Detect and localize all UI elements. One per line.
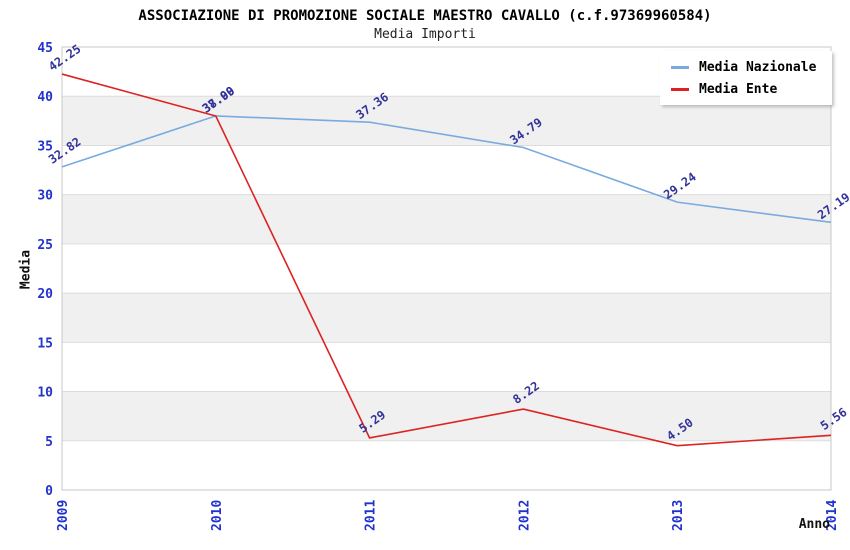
legend-item-media-ente: Media Ente [671, 82, 821, 97]
y-tick-label: 20 [37, 287, 53, 302]
x-axis-title: Anno [798, 517, 830, 532]
plot-band [62, 145, 831, 195]
legend-label-media-ente: Media Ente [699, 82, 778, 97]
legend-item-media-nazionale: Media Nazionale [671, 60, 821, 75]
plot-band [62, 194, 831, 244]
plot-band [62, 391, 831, 441]
series-line-media-ente [61, 73, 832, 447]
plot-band [62, 440, 831, 490]
y-tick-label: 45 [37, 41, 53, 56]
plot-band [62, 243, 831, 294]
y-tick-label: 5 [45, 435, 53, 450]
x-tick-label: 2010 [210, 500, 225, 531]
media-nazionale-line-swatch [671, 66, 689, 69]
y-tick-label: 15 [37, 336, 53, 351]
y-tick-label: 0 [45, 484, 53, 499]
legend: Media Nazionale Media Ente [660, 51, 832, 105]
y-tick-label: 40 [37, 90, 53, 105]
chart-title: ASSOCIAZIONE DI PROMOZIONE SOCIALE MAEST… [138, 8, 712, 24]
plot-band [62, 342, 831, 392]
y-tick-label: 30 [37, 189, 53, 204]
series-line-media-nazionale [61, 115, 832, 224]
x-tick-label: 2011 [364, 500, 379, 531]
x-tick-label: 2013 [671, 500, 686, 531]
x-tick-label: 2014 [825, 500, 840, 531]
legend-label-media-nazionale: Media Nazionale [699, 60, 817, 75]
x-tick-label: 2012 [517, 500, 532, 531]
x-tick-label: 2009 [56, 500, 71, 531]
chart-subtitle: Media Importi [374, 27, 476, 42]
y-tick-label: 25 [37, 238, 53, 253]
media-ente-line-swatch [671, 88, 689, 91]
y-tick-label: 35 [37, 139, 53, 154]
plot-band [62, 293, 831, 343]
plot-border [61, 46, 832, 491]
y-tick-label: 10 [37, 386, 53, 401]
